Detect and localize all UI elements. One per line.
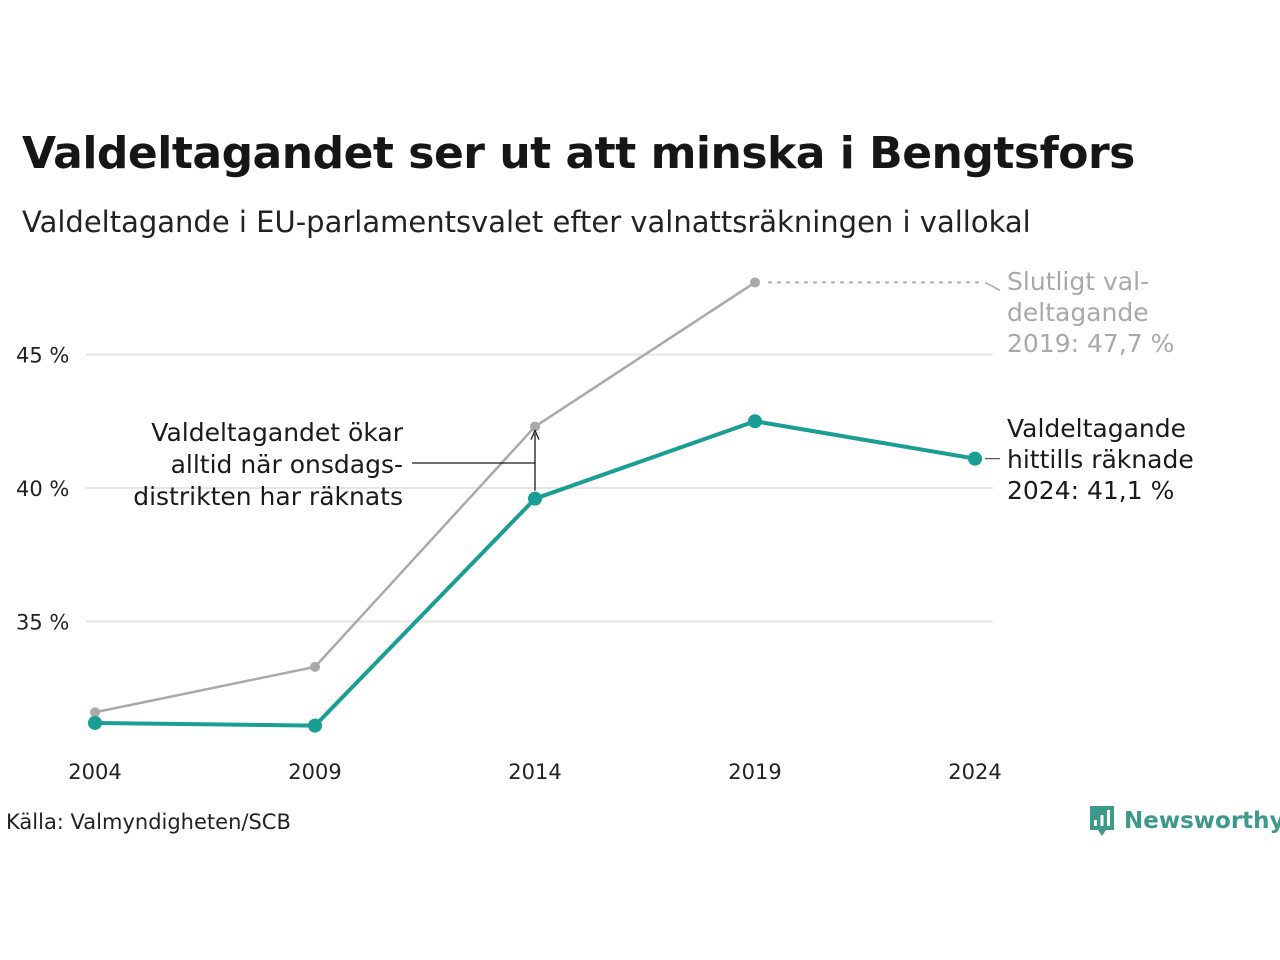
y-axis-ticks: 35 % 40 % 45 % bbox=[16, 344, 69, 635]
data-point-election_night bbox=[528, 491, 542, 506]
final-label-line: Slutligt val- bbox=[1007, 267, 1149, 296]
x-tick-label: 2019 bbox=[728, 760, 781, 784]
data-point-final bbox=[310, 661, 320, 672]
brand-name: Newsworthy bbox=[1124, 808, 1280, 834]
data-point-final bbox=[530, 421, 540, 432]
source-note: Källa: Valmyndigheten/SCB bbox=[6, 810, 291, 834]
x-tick-label: 2009 bbox=[288, 760, 341, 784]
x-tick-label: 2014 bbox=[508, 760, 561, 784]
final-label-line: 2019: 47,7 % bbox=[1007, 329, 1174, 358]
increase-arrow-head bbox=[530, 428, 540, 440]
chart-subtitle: Valdeltagande i EU-parlamentsvalet efter… bbox=[22, 205, 1031, 239]
data-point-final bbox=[750, 277, 760, 288]
note-label-line: distrikten har räknats bbox=[133, 482, 403, 511]
x-tick-label: 2024 bbox=[948, 760, 1001, 784]
chart-title: Valdeltagandet ser ut att minska i Bengt… bbox=[22, 128, 1135, 179]
y-tick-label: 45 % bbox=[16, 344, 69, 368]
grid-lines bbox=[86, 353, 993, 623]
x-axis-ticks: 2004 2009 2014 2019 2024 bbox=[68, 760, 1001, 784]
final-label-line: deltagande bbox=[1007, 298, 1149, 327]
data-point-election_night bbox=[968, 451, 982, 466]
data-point-election_night bbox=[88, 715, 102, 730]
note-label-line: alltid när onsdags- bbox=[171, 450, 403, 479]
y-tick-label: 35 % bbox=[16, 611, 69, 635]
newsworthy-logo[interactable]: Newsworthy bbox=[1088, 804, 1280, 838]
y-tick-label: 40 % bbox=[16, 477, 69, 501]
current-label-line: hittills räknade bbox=[1007, 445, 1194, 474]
final-leader-tick bbox=[984, 281, 1001, 292]
bar-chart-icon bbox=[1090, 806, 1114, 836]
series-line-final bbox=[93, 281, 757, 714]
data-point-final bbox=[90, 707, 100, 718]
series-lines bbox=[88, 277, 982, 733]
current-label-line: 2024: 41,1 % bbox=[1007, 476, 1174, 505]
x-tick-label: 2004 bbox=[68, 760, 121, 784]
data-point-election_night bbox=[308, 718, 322, 733]
data-point-election_night bbox=[748, 414, 762, 429]
note-label-line: Valdeltagandet ökar bbox=[151, 418, 403, 447]
current-label-line: Valdeltagande bbox=[1007, 414, 1186, 443]
